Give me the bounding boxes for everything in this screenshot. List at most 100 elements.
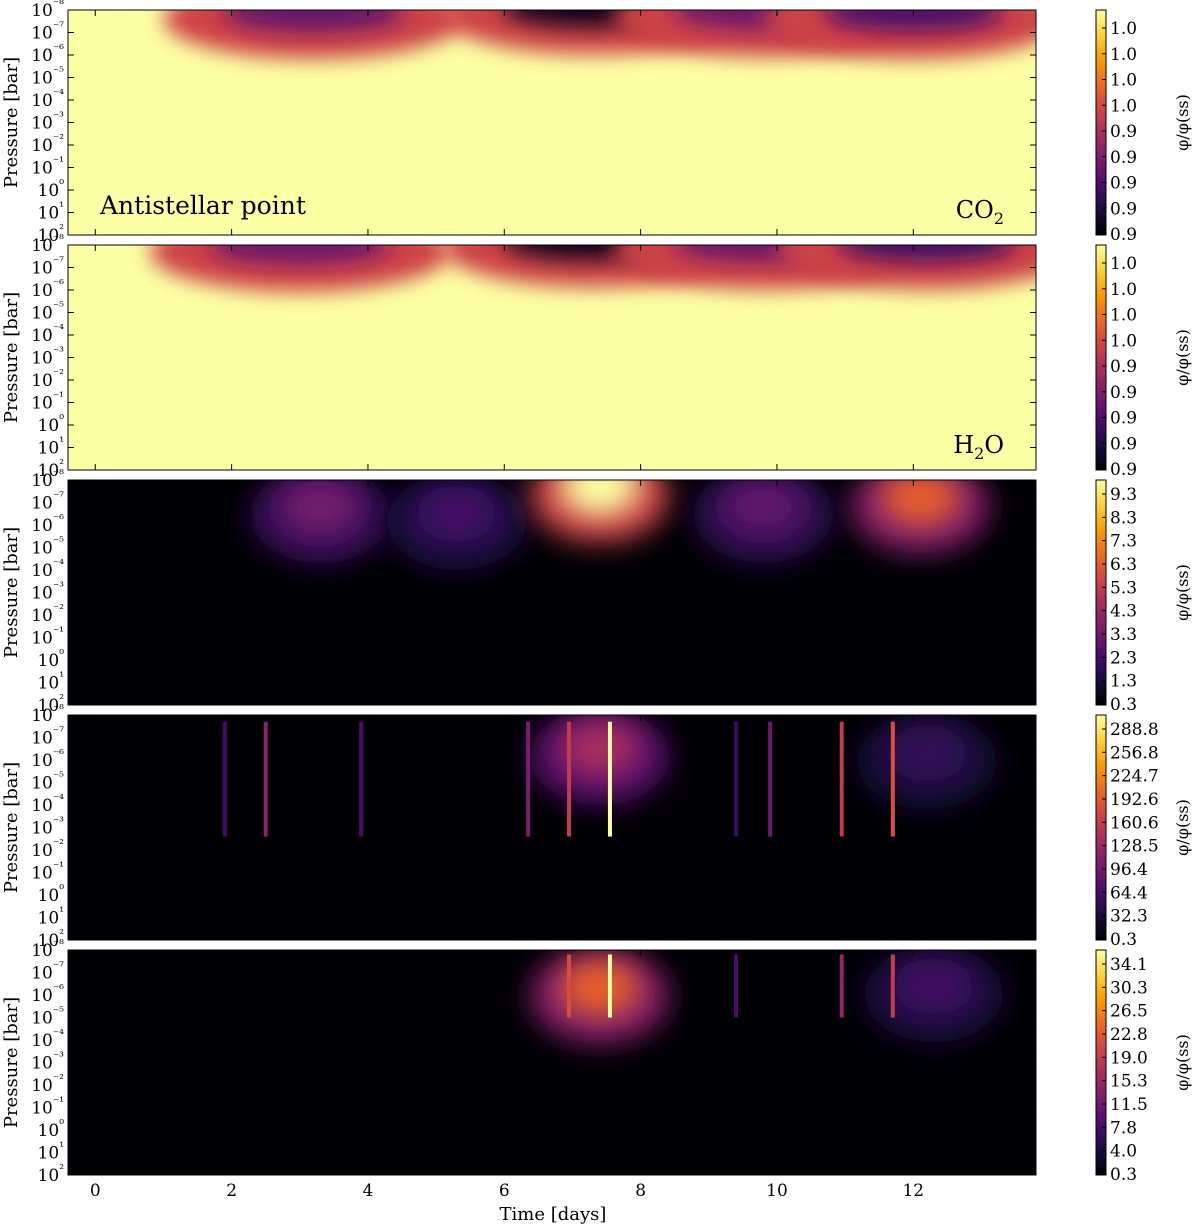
heatmap-feature-core (559, 480, 640, 515)
y-tick-label: 10¹ (38, 435, 64, 459)
heatmap-spike (734, 721, 739, 837)
y-tick-label: 10⁻² (31, 132, 64, 156)
heatmap-spike (263, 721, 268, 837)
x-tick-label: 6 (499, 1181, 510, 1201)
x-tick-label: 2 (226, 1181, 237, 1201)
y-tick-label: 10⁻¹ (31, 1095, 64, 1119)
y-tick-label: 10⁻² (31, 837, 64, 861)
heatmap-spike (839, 954, 844, 1018)
colorbar-tick-label: 2.3 (1110, 648, 1137, 668)
y-tick-label: 10² (38, 1162, 65, 1186)
colorbar-tick-label: 224.7 (1110, 767, 1159, 787)
y-tick-label: 10¹ (38, 1140, 64, 1164)
y-tick-label: 10⁻⁸ (31, 0, 64, 21)
heatmap-spike (359, 721, 364, 837)
y-tick-label: 10⁻⁷ (31, 725, 64, 749)
y-tick-label: 10⁻¹ (31, 390, 64, 414)
heatmap-spike (526, 721, 531, 837)
species-label: NH2 (952, 1136, 1004, 1168)
heatmap-feature (149, 245, 450, 292)
colorbar-tick-label: 11.5 (1110, 1095, 1148, 1115)
colorbar-tick-label: 160.6 (1110, 813, 1159, 833)
y-tick-label: 10⁻⁴ (31, 792, 64, 816)
y-tick-label: 10⁻⁸ (31, 937, 64, 961)
y-tick-label: 10⁻⁷ (31, 490, 64, 514)
y-tick-label: 10⁰ (38, 177, 65, 201)
colorbar-tick-label: 0.3 (1110, 930, 1137, 950)
y-tick-label: 10⁻⁸ (31, 232, 64, 256)
y-tick-label: 10⁻⁴ (31, 557, 64, 581)
y-tick-label: 10⁰ (38, 1117, 65, 1141)
heatmap-spike (890, 721, 895, 837)
colorbar: 9.3 8.3 7.3 6.3 5.3 4.3 3.3 2.3 1.3 0.3 φ/φ(ss) (1095, 479, 1192, 715)
colorbar-tick-label: 15.3 (1110, 1072, 1148, 1092)
colorbar-tick-label: 19.0 (1110, 1048, 1148, 1068)
y-axis-label: Pressure [bar] (1, 292, 22, 423)
colorbar: 34.1 30.3 26.5 22.8 19.0 15.3 11.5 7.8 4.0 0.3 φ/φ… (1095, 949, 1192, 1185)
heatmap-spike (607, 721, 612, 837)
colorbar-tick-label: 0.9 (1110, 174, 1137, 194)
colorbar-tick-label: 192.6 (1110, 790, 1159, 810)
colorbar-tick-label: 22.8 (1110, 1025, 1148, 1045)
colorbar-tick-label: 0.9 (1110, 434, 1137, 454)
colorbar-tick-label: 0.9 (1110, 199, 1137, 219)
y-tick-label: 10⁻¹ (31, 860, 64, 884)
y-tick-label: 10⁻⁵ (31, 300, 64, 324)
y-tick-label: 10⁻¹ (31, 625, 64, 649)
colorbar: 1.0 1.0 1.0 1.0 0.9 0.9 0.9 0.9 0.9 φ/φ(ss) (1095, 244, 1192, 480)
y-tick-label: 10⁻³ (31, 815, 64, 839)
y-tick-label: 10⁻⁶ (31, 277, 64, 301)
panels: 10⁻⁸10⁻⁷10⁻⁶10⁻⁵10⁻⁴10⁻³10⁻²10⁻¹10⁰10¹10… (1, 0, 1192, 1201)
colorbar-tick-label: 7.8 (1110, 1118, 1137, 1138)
heatmap-spike (890, 954, 895, 1018)
y-tick-label: 10⁻³ (31, 1050, 64, 1074)
y-tick-label: 10⁻² (31, 367, 64, 391)
colorbar-label: φ/φ(ss) (1173, 799, 1192, 856)
colorbar-tick-label: 0.9 (1110, 460, 1137, 480)
heatmap-spike (222, 721, 227, 837)
colorbar-tick-label: 1.0 (1110, 306, 1137, 326)
colorbar-label: φ/φ(ss) (1173, 564, 1192, 621)
y-tick-label: 10⁻⁶ (31, 982, 64, 1006)
colorbar-tick-label: 1.0 (1110, 254, 1137, 274)
heatmap-feature-core (886, 725, 967, 782)
y-tick-label: 10⁻⁶ (31, 512, 64, 536)
panel-oh: 10⁻⁸10⁻⁷10⁻⁶10⁻⁵10⁻⁴10⁻³10⁻²10⁻¹10⁰10¹10… (1, 702, 1192, 951)
heatmap-feature-core (893, 958, 974, 1014)
panel-h: 10⁻⁸10⁻⁷10⁻⁶10⁻⁵10⁻⁴10⁻³10⁻²10⁻¹10⁰10¹10… (1, 467, 1192, 716)
species-label: H (983, 666, 1004, 694)
y-axis-label: Pressure [bar] (1, 527, 22, 658)
colorbar-tick-label: 30.3 (1110, 978, 1148, 998)
colorbar-tick-label: 0.9 (1110, 383, 1137, 403)
y-tick-label: 10² (38, 222, 65, 246)
colorbar-tick-label: 26.5 (1110, 1002, 1148, 1022)
colorbar-label: φ/φ(ss) (1173, 1034, 1192, 1091)
x-axis-label: Time [days] (500, 1204, 607, 1225)
colorbar-tick-label: 0.9 (1110, 357, 1137, 377)
y-axis-label: Pressure [bar] (1, 762, 22, 893)
heatmap-feature-core (559, 960, 640, 1017)
colorbar-tick-label: 4.3 (1110, 602, 1137, 622)
colorbar-tick-label: 1.0 (1110, 19, 1137, 39)
y-axis-label: Pressure [bar] (1, 57, 22, 188)
y-tick-label: 10⁰ (38, 882, 65, 906)
colorbar-tick-label: 0.9 (1110, 148, 1137, 168)
x-tick-label: 8 (635, 1181, 646, 1201)
colorbar-tick-label: 0.3 (1110, 1165, 1137, 1185)
heatmap-spike (734, 954, 739, 1018)
colorbar-tick-label: 0.9 (1110, 225, 1137, 245)
x-tick-label: 10 (766, 1181, 788, 1201)
colorbar: 288.8 256.8 224.7 192.6 160.6 128.5 96.4 64.4 32… (1095, 714, 1192, 950)
station-annotation: Antistellar point (99, 191, 306, 220)
x-tick-label: 0 (90, 1181, 101, 1201)
x-tick-label: 12 (902, 1181, 924, 1201)
colorbar-tick-label: 9.3 (1110, 485, 1137, 505)
y-axis-label: Pressure [bar] (1, 997, 22, 1128)
heatmap-spike (839, 721, 844, 837)
colorbar-tick-label: 1.0 (1110, 280, 1137, 300)
colorbar-tick-label: 5.3 (1110, 578, 1137, 598)
heatmap-feature-core (209, 245, 390, 264)
y-tick-label: 10⁻⁷ (31, 20, 64, 44)
y-tick-label: 10⁻⁵ (31, 65, 64, 89)
